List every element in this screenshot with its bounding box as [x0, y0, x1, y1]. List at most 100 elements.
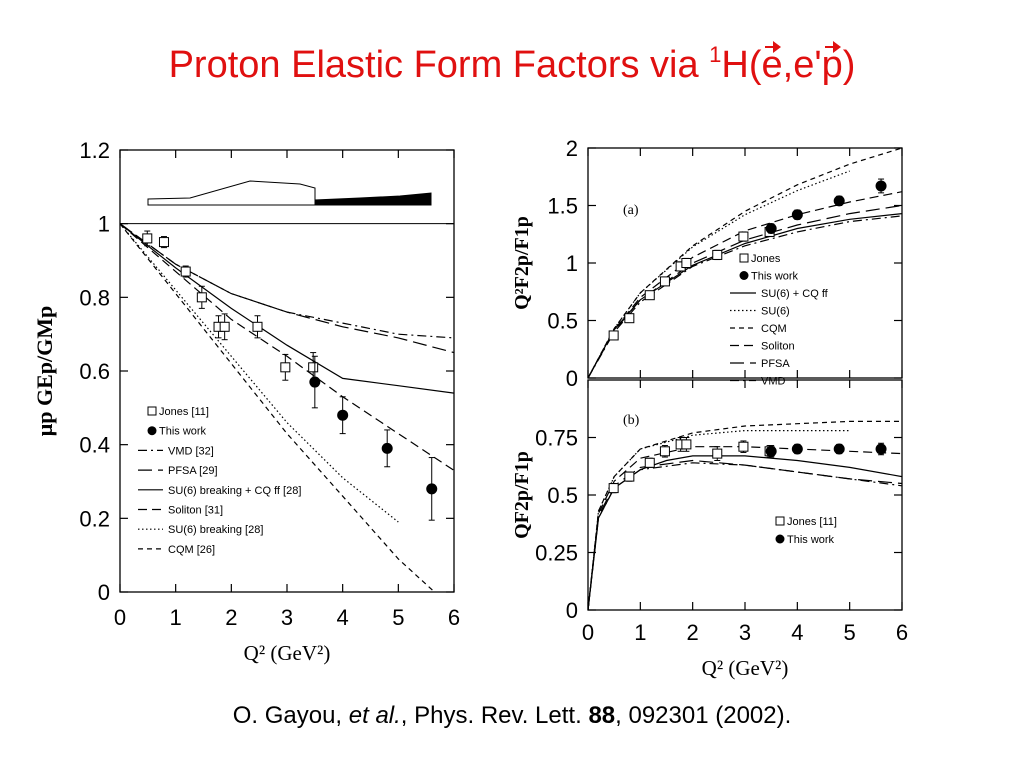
x-axis-label: Q² (GeV²)	[244, 641, 331, 665]
data-point-this-work	[875, 180, 887, 192]
data-point-jones	[624, 313, 635, 324]
curve-longdash	[120, 223, 454, 354]
legend-label: VMD [32]	[168, 445, 214, 457]
data-point-jones	[644, 290, 655, 301]
x-tick-label: 2	[225, 605, 237, 630]
curve-shortdash	[120, 223, 435, 592]
y-tick-label: 1	[566, 251, 578, 276]
x-axis-label: Q² (GeV²)	[702, 656, 789, 680]
y-tick-label: 0	[98, 580, 110, 605]
data-point-this-work	[875, 443, 887, 455]
x-tick-label: 1	[634, 620, 646, 645]
data-point-jones	[196, 292, 207, 303]
curve-dashed2	[588, 191, 902, 378]
data-point-this-work	[791, 443, 803, 455]
title-vector-p: p	[821, 41, 843, 86]
legend-label: SU(6)	[761, 306, 790, 318]
data-point-jones	[712, 249, 723, 260]
title-vector-e: e	[761, 41, 783, 86]
chart-right-b: 0 0.25 0.5 0.75 0 1 2 3 4 5 6 Q² (GeV²) QF2p/F1p (b) J…	[511, 379, 908, 680]
legend-label: Jones [11]	[787, 516, 837, 528]
curve-shortdash	[588, 420, 902, 610]
data-point-jones	[659, 276, 670, 287]
legend-label: This work	[787, 534, 835, 546]
title-h: H(	[721, 44, 762, 86]
citation-volume: 88	[588, 702, 616, 729]
chart-left: 0 0.2 0.4 0.6 0.8 1 1.2 0 1 2 3 4 5 6 Q² (GeV²) μp GEp/…	[32, 138, 460, 665]
y-axis-label: μp GEp/GMp	[32, 306, 57, 436]
legend-marker-circle	[739, 271, 749, 280]
data-point-jones	[252, 321, 263, 332]
data-point-jones	[158, 237, 169, 248]
y-tick-label: 0	[566, 598, 578, 623]
x-tick-label: 5	[392, 605, 404, 630]
legend-label: Soliton	[761, 341, 795, 353]
legend-marker-circle	[775, 534, 785, 544]
chart-right-a: 0 0.5 1 1.5 2 Q²F2p/F1p (a) Jones This work SU(6)…	[511, 136, 903, 391]
legend-marker-square	[775, 516, 785, 526]
title-close: )	[842, 44, 856, 86]
data-point-this-work	[381, 442, 393, 454]
plot-frame	[587, 147, 903, 379]
curve-dashdot	[120, 223, 454, 339]
citation-journal: , Phys. Rev. Lett.	[400, 702, 589, 729]
legend-label: SU(6) breaking + CQ ff [28]	[168, 485, 301, 497]
legend-label: CQM [26]	[168, 544, 215, 556]
y-tick-label: 1	[98, 212, 110, 237]
curve-dotted	[120, 223, 399, 523]
legend-label: Jones [11]	[159, 406, 209, 418]
curve-longdash	[588, 204, 902, 378]
x-tick-label: 1	[170, 605, 182, 630]
legend-label: Soliton [31]	[168, 505, 223, 517]
y-tick-label: 0.6	[79, 359, 110, 384]
legend-label: Jones	[751, 253, 781, 265]
x-tick-label: 3	[739, 620, 751, 645]
acceptance-profile-filled	[314, 192, 432, 206]
data-point-jones	[644, 457, 655, 468]
data-point-this-work	[765, 445, 777, 457]
x-tick-label: 0	[582, 620, 594, 645]
title-eprime: ,e'	[782, 44, 822, 86]
data-point-jones	[712, 448, 723, 459]
x-tick-label: 4	[337, 605, 349, 630]
data-point-jones	[624, 471, 635, 482]
curve-dashed2	[120, 223, 454, 471]
legend-label: SU(6) + CQ ff	[761, 288, 829, 300]
data-point-jones	[738, 231, 749, 242]
slide-title: Proton Elastic Form Factors via 1H(e,e'p…	[0, 41, 1024, 87]
y-axis-label: Q²F2p/F1p	[511, 216, 533, 310]
legend-label: VMD	[761, 376, 786, 388]
y-tick-label: 0.4	[79, 433, 110, 458]
y-tick-label: 0.8	[79, 285, 110, 310]
legend-marker-square	[739, 253, 749, 263]
panel-label: (b)	[623, 413, 640, 428]
legend-label: PFSA	[761, 358, 790, 370]
citation: O. Gayou, et al., Phys. Rev. Lett. 88, 0…	[0, 702, 1024, 730]
x-tick-label: 4	[791, 620, 803, 645]
data-point-jones	[280, 362, 291, 373]
x-tick-label: 0	[114, 605, 126, 630]
legend-label: CQM	[761, 323, 787, 335]
y-tick-label: 1.5	[547, 194, 578, 219]
y-tick-label: 0.5	[547, 309, 578, 334]
x-tick-label: 6	[448, 605, 460, 630]
title-superscript: 1	[709, 42, 722, 67]
legend-marker-square	[147, 406, 157, 416]
data-point-jones	[608, 483, 619, 494]
data-point-this-work	[337, 409, 349, 421]
legend-label: This work	[751, 271, 799, 283]
data-point-jones	[681, 439, 692, 450]
y-axis-label: QF2p/F1p	[511, 451, 533, 539]
panel-label: (a)	[623, 203, 639, 218]
x-tick-label: 2	[687, 620, 699, 645]
curve-solid	[120, 223, 454, 394]
y-tick-label: 2	[566, 136, 578, 161]
x-tick-label: 3	[281, 605, 293, 630]
data-point-jones	[681, 258, 692, 268]
data-point-jones	[219, 321, 230, 332]
y-tick-label: 0.75	[535, 426, 578, 451]
curve-longdash	[588, 459, 902, 610]
data-point-this-work	[833, 195, 845, 207]
curve-dashed2	[588, 446, 902, 610]
